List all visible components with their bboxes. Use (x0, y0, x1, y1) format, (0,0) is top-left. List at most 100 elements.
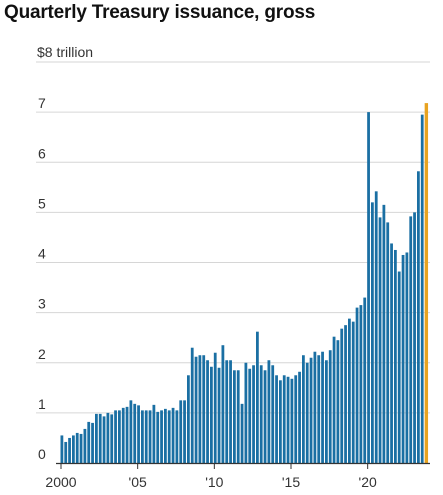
bar (198, 355, 202, 463)
bar (171, 407, 175, 463)
bar (355, 307, 359, 463)
bar (64, 441, 68, 463)
bar (344, 325, 347, 463)
bar (386, 222, 390, 463)
bar (240, 403, 244, 463)
x-tick-label: '10 (205, 474, 223, 490)
y-tick-labels: $8 trillion 0 1 2 3 4 5 6 7 (37, 44, 93, 462)
bar (167, 410, 171, 463)
bar (378, 217, 382, 463)
bar (302, 355, 305, 463)
bar (129, 400, 133, 463)
bar (110, 414, 114, 463)
bar (190, 347, 194, 463)
gridlines (36, 61, 430, 414)
y-tick-label: 6 (38, 145, 46, 161)
bar (259, 365, 263, 463)
bar (374, 191, 378, 463)
bar (325, 360, 328, 463)
bar (233, 370, 236, 463)
bar (305, 362, 309, 463)
y-tick-label: 4 (38, 246, 46, 262)
bar (367, 112, 370, 463)
bar (336, 340, 340, 463)
bar (244, 362, 248, 463)
bar (152, 404, 156, 463)
bar (179, 400, 183, 463)
bar (217, 367, 221, 463)
y-tick-label: 2 (38, 346, 46, 362)
bar (394, 249, 397, 463)
bar (133, 403, 137, 463)
bar (263, 370, 267, 463)
bar (309, 357, 313, 463)
bar (248, 368, 252, 463)
bar (332, 336, 336, 463)
bar (60, 435, 64, 463)
bar (206, 360, 209, 463)
bar (409, 216, 413, 463)
bar (359, 305, 363, 463)
bar (405, 252, 409, 463)
bar (183, 400, 186, 463)
bar (221, 345, 225, 463)
bar (164, 408, 167, 463)
bar (271, 365, 275, 463)
bar (148, 410, 152, 463)
y-tick-label: 7 (38, 95, 46, 111)
bar (282, 375, 286, 463)
bar (72, 435, 75, 463)
bar-latest (424, 103, 429, 463)
bar (321, 351, 324, 463)
bar (417, 171, 420, 463)
bar (194, 356, 198, 463)
bar (290, 378, 294, 463)
bar (68, 437, 71, 463)
bar (275, 375, 278, 463)
bar (75, 432, 79, 463)
y-tick-label: 0 (38, 446, 46, 462)
x-tick-label: 2000 (45, 474, 76, 490)
bar (294, 375, 298, 463)
bar (156, 411, 160, 463)
bar (202, 355, 206, 463)
bar (83, 428, 87, 463)
x-tick-label: '20 (359, 474, 377, 490)
bar (229, 360, 232, 463)
y-unit-label: $8 trillion (37, 44, 93, 60)
bar (91, 422, 94, 463)
bar (371, 202, 374, 463)
bar (340, 328, 344, 463)
chart-title: Quarterly Treasury issuance, gross (4, 2, 316, 23)
x-tick-label: '15 (282, 474, 300, 490)
bars (60, 103, 429, 463)
bar (98, 413, 102, 463)
bar (313, 351, 317, 463)
bar (95, 413, 98, 463)
bar (106, 412, 110, 463)
bar (175, 410, 179, 463)
bar (137, 405, 140, 463)
bar (102, 416, 106, 463)
bar (348, 318, 351, 463)
bar (401, 254, 405, 463)
bar (256, 331, 259, 463)
y-tick-label: 3 (38, 296, 46, 312)
bar (210, 366, 213, 463)
bar (125, 406, 129, 463)
bar (413, 212, 416, 463)
bar (118, 410, 121, 463)
bar (236, 370, 240, 463)
bar (328, 350, 332, 463)
bar (382, 204, 386, 463)
bar (121, 407, 125, 463)
bar (390, 243, 393, 463)
bar (317, 355, 321, 463)
bar (351, 321, 355, 463)
bar (298, 371, 301, 463)
bar (397, 271, 401, 463)
bar (279, 380, 282, 463)
bar (160, 410, 163, 463)
bar (252, 365, 255, 463)
